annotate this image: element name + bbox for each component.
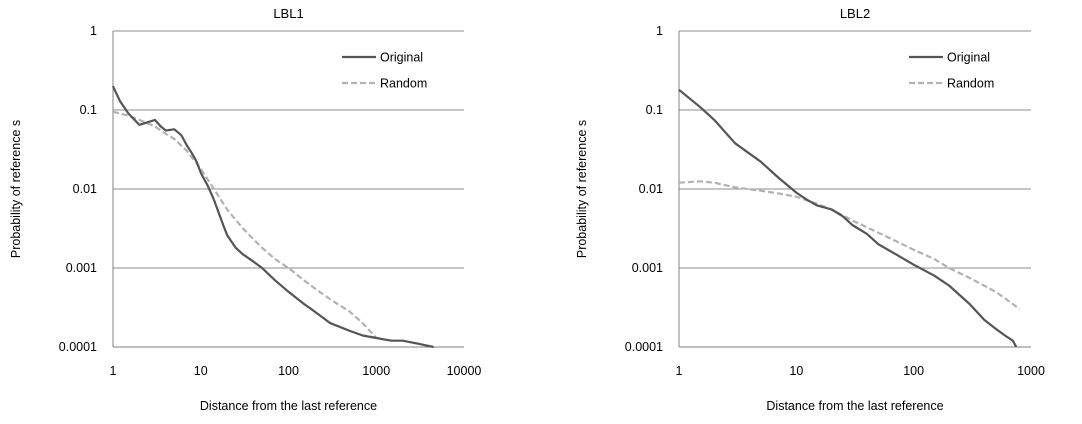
y-tick-label: 0.0001 [59,340,97,354]
y-axis-label: Probability of reference s [9,120,23,258]
legend-label-original: Original [380,51,423,65]
y-tick-label: 1 [656,24,663,38]
y-tick-label: 1 [90,24,97,38]
y-axis-label: Probability of reference s [575,120,589,258]
x-tick-label: 100 [278,364,299,378]
chart-1: LBL1 0.0001 0.001 0.01 0.1 1 1 10 100 1000 10000 Di… [9,6,481,413]
chart-title: LBL1 [273,6,303,21]
legend-label-original: Original [947,51,990,65]
x-tick-label: 1000 [1017,364,1045,378]
x-tick-label: 10 [789,364,803,378]
y-tick-label: 0.1 [646,103,663,117]
y-tick-label: 0.001 [66,261,97,275]
series-line-random [678,180,1021,311]
x-tick-label: 10 [194,364,208,378]
legend-label-random: Random [380,77,427,91]
y-tick-label: 0.01 [639,182,663,196]
chart-title: LBL2 [840,6,870,21]
chart-2: LBL2 0.0001 0.001 0.01 0.1 1 1 10 100 1000 Distanc… [575,6,1045,413]
x-tick-label: 10000 [447,364,482,378]
series-line-original [112,85,434,349]
y-tick-label: 0.001 [632,261,663,275]
x-tick-label: 100 [903,364,924,378]
x-axis-label: Distance from the last reference [200,399,377,413]
series-line-random [112,110,378,339]
x-tick-label: 1000 [362,364,390,378]
x-axis-label: Distance from the last reference [766,399,943,413]
y-tick-label: 0.1 [80,103,97,117]
x-tick-label: 1 [110,364,117,378]
y-tick-label: 0.0001 [625,340,663,354]
legend-label-random: Random [947,77,994,91]
series-line-original [678,88,1018,348]
x-tick-label: 1 [676,364,683,378]
y-tick-label: 0.01 [73,182,97,196]
